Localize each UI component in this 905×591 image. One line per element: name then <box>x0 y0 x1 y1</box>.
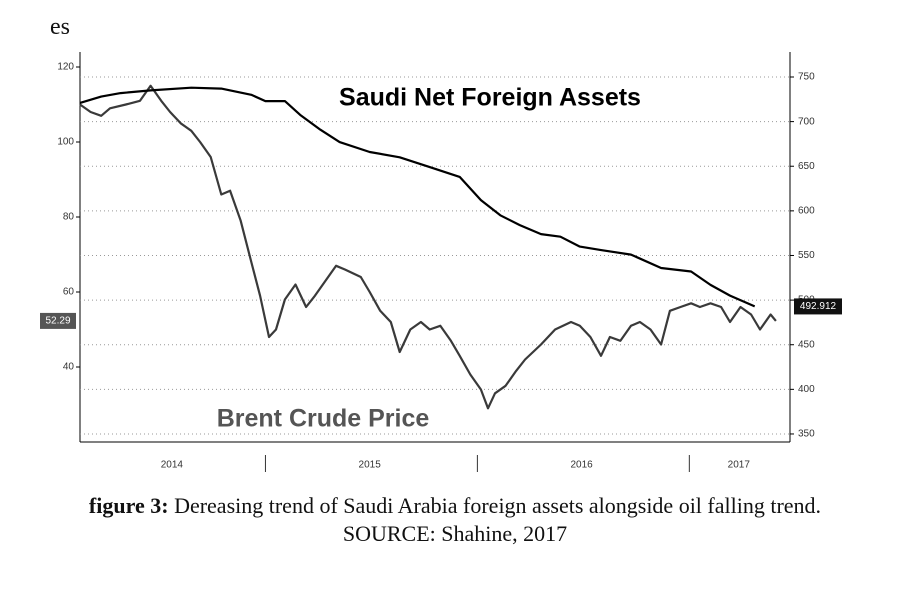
y2-tick-label: 350 <box>798 429 815 440</box>
chart: 4060801001203504004505005506006507007502… <box>40 52 842 472</box>
last-value-badge <box>40 312 76 329</box>
cropped-text: es <box>50 14 70 40</box>
y2-tick-label: 400 <box>798 384 815 395</box>
annotation: Brent Crude Price <box>217 405 430 433</box>
y2-tick-label: 550 <box>798 250 815 261</box>
y2-tick-label: 600 <box>798 205 815 216</box>
caption-label: figure 3: <box>88 493 169 518</box>
y2-tick-label: 700 <box>798 116 815 127</box>
annotation: Saudi Net Foreign Assets <box>339 84 641 112</box>
caption-text: Dereasing trend of Saudi Arabia foreign … <box>174 493 822 546</box>
x-tick-label: 2014 <box>161 460 184 471</box>
series-line <box>79 84 777 410</box>
last-value-label: 492.912 <box>800 301 837 312</box>
y-tick-label: 100 <box>57 137 74 148</box>
x-tick-label: 2016 <box>570 460 593 471</box>
y2-tick-label: 650 <box>798 161 815 172</box>
x-tick-label: 2015 <box>359 460 382 471</box>
y-tick-label: 80 <box>63 212 75 223</box>
x-tick-label: 2017 <box>728 460 751 471</box>
y-tick-label: 60 <box>63 287 75 298</box>
last-value-badge <box>794 298 842 315</box>
y2-tick-label: 750 <box>798 72 815 83</box>
series-line <box>79 86 756 308</box>
y-tick-label: 40 <box>63 362 75 373</box>
last-value-label: 52.29 <box>45 316 70 327</box>
y2-tick-label: 450 <box>798 339 815 350</box>
y-tick-label: 120 <box>57 62 74 73</box>
caption: figure 3: Dereasing trend of Saudi Arabi… <box>60 492 850 548</box>
